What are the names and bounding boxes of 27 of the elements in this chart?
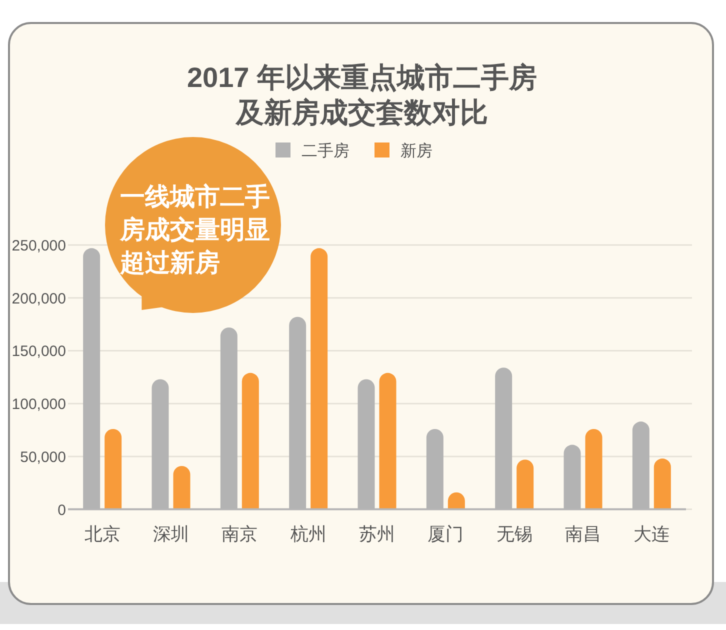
x-tick-label: 苏州 (359, 524, 395, 544)
x-tick-label: 大连 (634, 524, 670, 544)
bar (516, 460, 534, 510)
y-tick-label: 150,000 (12, 343, 66, 360)
legend-label: 二手房 (302, 142, 350, 160)
y-tick-label: 50,000 (20, 448, 66, 466)
y-tick-label: 250,000 (12, 238, 66, 254)
x-tick-label: 杭州 (289, 524, 326, 544)
x-tick-label: 无锡 (496, 524, 532, 544)
bar (654, 458, 671, 510)
legend-label: 新房 (400, 142, 432, 160)
x-tick-label: 南京 (222, 524, 258, 544)
x-tick-label: 南昌 (565, 524, 601, 544)
bar (585, 428, 602, 510)
x-tick-label: 北京 (84, 524, 120, 544)
title: 2017 年以来重点城市二手房及新房成交套数对比 (186, 62, 538, 128)
bar (242, 372, 259, 510)
bar (310, 248, 328, 510)
x-tick-label: 厦门 (428, 524, 464, 544)
y-tick-label: 100,000 (12, 396, 66, 414)
annotation: 一线城市二手房成交量明显超过新房 (120, 183, 270, 277)
y-tick-label: 200,000 (12, 290, 66, 308)
bar (173, 466, 190, 510)
y-tick-label: 0 (58, 502, 66, 519)
bar (379, 372, 396, 510)
x-tick-label: 深圳 (153, 524, 189, 544)
bar (104, 428, 122, 510)
